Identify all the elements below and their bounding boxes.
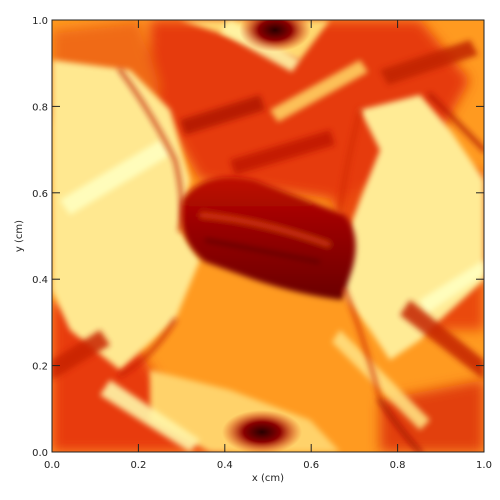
y-tick-label: 0.8 xyxy=(32,102,48,113)
x-tick-label: 0.2 xyxy=(130,460,146,471)
y-tick-label: 0.0 xyxy=(32,448,48,459)
plot-frame xyxy=(51,19,485,453)
y-axis-title: y (cm) xyxy=(14,220,25,252)
x-tick-label: 0.6 xyxy=(303,460,319,471)
y-tick-label: 0.2 xyxy=(32,362,48,373)
y-tick-label: 0.4 xyxy=(32,275,48,286)
density-field xyxy=(52,20,484,452)
y-tick-label: 0.6 xyxy=(32,189,48,200)
y-tick-label: 1.0 xyxy=(32,16,48,27)
x-tick-label: 1.0 xyxy=(476,460,492,471)
x-tick-label: 0.4 xyxy=(217,460,233,471)
x-axis: 0.0 0.2 0.4 0.6 0.8 1.0 xyxy=(44,20,492,471)
y-axis: 0.0 0.2 0.4 0.6 0.8 1.0 xyxy=(32,16,484,459)
x-axis-title: x (cm) xyxy=(252,473,284,484)
x-tick-label: 0.0 xyxy=(44,460,60,471)
x-tick-label: 0.8 xyxy=(390,460,406,471)
